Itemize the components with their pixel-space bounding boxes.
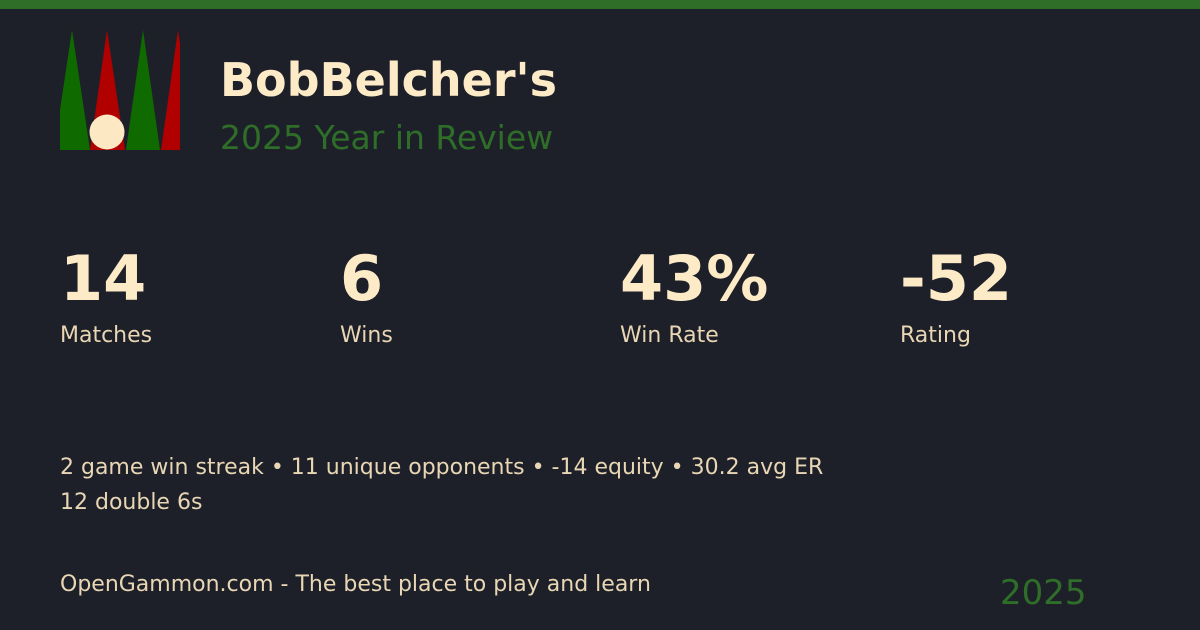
stat-label: Matches bbox=[60, 323, 153, 348]
logo-point-green bbox=[60, 30, 90, 150]
footer-tagline: OpenGammon.com - The best place to play … bbox=[60, 572, 651, 597]
top-accent-bar bbox=[0, 0, 1200, 9]
stat-value: 6 bbox=[340, 242, 384, 315]
facts-line: 2 game win streak • 11 unique opponents … bbox=[60, 455, 824, 480]
stat-value: -52 bbox=[900, 242, 1013, 315]
stat-rating: -52 Rating bbox=[900, 243, 1012, 349]
stat-label: Win Rate bbox=[620, 323, 719, 348]
stat-label: Wins bbox=[340, 323, 393, 348]
page-title: BobBelcher's bbox=[220, 53, 557, 107]
logo-checker bbox=[89, 114, 125, 150]
logo-point-green bbox=[126, 30, 160, 150]
stat-value: 14 bbox=[60, 242, 147, 315]
footer-year: 2025 bbox=[1000, 573, 1087, 613]
page-subtitle: 2025 Year in Review bbox=[220, 118, 554, 157]
backgammon-board-icon bbox=[60, 30, 180, 150]
stat-value: 43% bbox=[620, 242, 769, 315]
stat-matches: 14 Matches bbox=[60, 243, 152, 349]
stat-wins: 6 Wins bbox=[340, 243, 393, 349]
stat-label: Rating bbox=[900, 323, 971, 348]
facts-summary: 2 game win streak • 11 unique opponents … bbox=[60, 450, 823, 520]
logo-point-red bbox=[161, 30, 180, 150]
stat-win-rate: 43% Win Rate bbox=[620, 243, 768, 349]
facts-line: 12 double 6s bbox=[60, 490, 203, 515]
